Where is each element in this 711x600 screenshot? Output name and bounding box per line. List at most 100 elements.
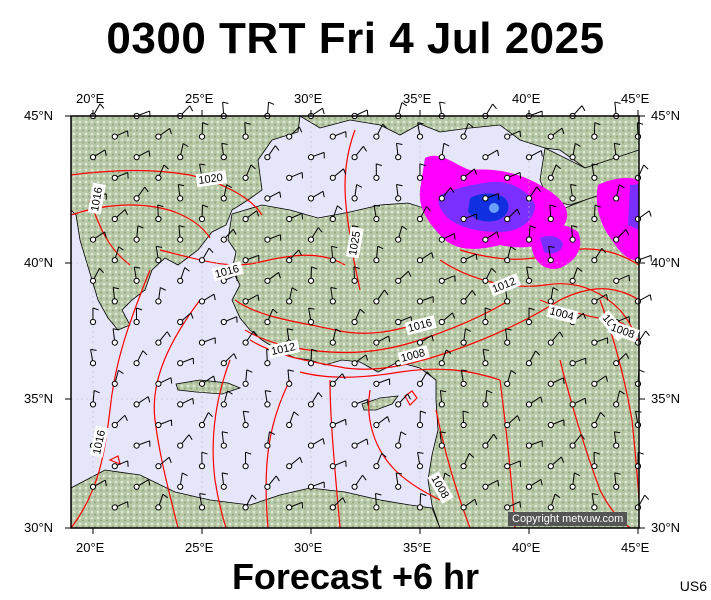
station-marker <box>482 154 489 161</box>
svg-text:1020: 1020 <box>198 172 224 187</box>
station-marker <box>525 360 533 367</box>
station-marker <box>242 463 249 470</box>
station-marker <box>416 133 424 140</box>
station-marker <box>591 504 598 511</box>
wind-barb-flag <box>345 419 347 426</box>
station-marker <box>460 298 467 305</box>
wind-barb-flag <box>301 213 304 220</box>
wind-barb-flag <box>548 245 555 248</box>
station-marker <box>634 298 642 305</box>
wind-barb-flag <box>388 335 391 343</box>
lat-label-right: 40°N <box>651 255 681 270</box>
lat-label-left: 30°N <box>24 520 54 535</box>
wind-barb-flag <box>462 410 469 414</box>
station-marker <box>177 442 184 449</box>
wind-barb-flag <box>519 501 522 508</box>
wind-barb-flag <box>638 369 645 373</box>
station-marker <box>525 442 533 449</box>
wind-barb-flag <box>431 335 434 342</box>
wind-barb-flag <box>614 472 621 475</box>
station-marker <box>111 380 118 387</box>
wind-barb-flag <box>163 164 169 170</box>
station-marker <box>395 195 402 202</box>
station-marker <box>307 401 315 408</box>
wind-barb-flag <box>222 472 229 475</box>
station-marker <box>198 504 206 511</box>
wind-barb-flag <box>92 307 99 311</box>
station-marker <box>177 277 184 284</box>
precip-light-caucasus <box>596 177 639 261</box>
lat-label-left: 40°N <box>24 255 54 270</box>
station-marker <box>482 483 489 490</box>
station-marker <box>220 360 227 367</box>
lat-label-right: 35°N <box>651 391 681 406</box>
station-marker <box>591 257 598 264</box>
station-marker <box>177 236 184 243</box>
station-marker <box>329 421 336 429</box>
station-marker <box>591 298 598 305</box>
wind-barb-flag <box>560 456 565 463</box>
station-marker <box>395 154 402 161</box>
wind-barb-flag <box>118 246 124 251</box>
lon-label-bottom: 30°E <box>294 540 323 555</box>
wind-barb-flag <box>396 142 403 146</box>
station-marker <box>460 504 467 511</box>
station-marker <box>89 277 97 284</box>
station-marker <box>416 298 424 305</box>
wind-barb-flag <box>561 127 565 134</box>
station-marker <box>504 298 511 305</box>
wind-barb-flag <box>359 308 365 314</box>
wind-barb-flag <box>377 245 384 250</box>
wind-barb-flag <box>188 434 193 441</box>
station-marker <box>155 133 162 140</box>
station-marker <box>329 463 336 470</box>
station-marker <box>504 339 511 346</box>
wind-barb-flag <box>605 375 609 382</box>
product-code: US6 <box>679 578 707 594</box>
wind-barb-flag <box>497 480 500 487</box>
station-marker <box>351 154 358 161</box>
wind-barb-flag <box>570 184 577 187</box>
wind-barb-flag <box>322 108 325 115</box>
svg-text:1025: 1025 <box>347 230 363 256</box>
wind-barb-flag <box>298 126 303 133</box>
wind-barb-flag <box>591 493 599 496</box>
station-marker <box>504 504 511 511</box>
lon-label-top: 30°E <box>294 91 323 106</box>
station-marker <box>133 277 140 284</box>
lon-label-top: 25°E <box>185 91 214 106</box>
wind-barb-flag <box>375 492 382 496</box>
wind-barb-flag <box>614 431 621 434</box>
station-marker <box>133 442 140 449</box>
wind-barb-flag <box>222 431 229 434</box>
station-marker <box>111 257 118 264</box>
wind-barb-flag <box>540 150 543 157</box>
station-marker <box>395 318 402 326</box>
station-marker <box>351 442 358 449</box>
station-marker <box>416 339 424 346</box>
wind-barb-flag <box>451 312 456 319</box>
wind-barb-flag <box>362 146 368 152</box>
station-marker <box>307 154 315 161</box>
wind-barb-flag <box>157 204 164 208</box>
wind-barb-flag <box>473 168 477 175</box>
station-marker <box>198 463 206 470</box>
wind-barb-flag <box>137 225 144 229</box>
station-marker <box>307 483 315 490</box>
station-marker <box>504 133 511 140</box>
station-marker <box>613 277 620 284</box>
lon-label-bottom: 20°E <box>76 540 105 555</box>
wind-barb-flag <box>420 492 427 497</box>
wind-barb-flag <box>496 150 500 157</box>
wind-barb-flag <box>226 184 233 189</box>
wind-barb-flag <box>625 353 630 359</box>
svg-text:1016: 1016 <box>89 186 105 212</box>
station-marker <box>504 174 511 181</box>
station-marker <box>613 442 620 449</box>
station-marker <box>525 154 533 161</box>
station-marker <box>591 174 598 181</box>
wind-barb-flag <box>93 389 100 394</box>
station-marker <box>220 318 227 326</box>
wind-barb-flag <box>337 205 343 210</box>
wind-barb-flag <box>322 438 325 445</box>
